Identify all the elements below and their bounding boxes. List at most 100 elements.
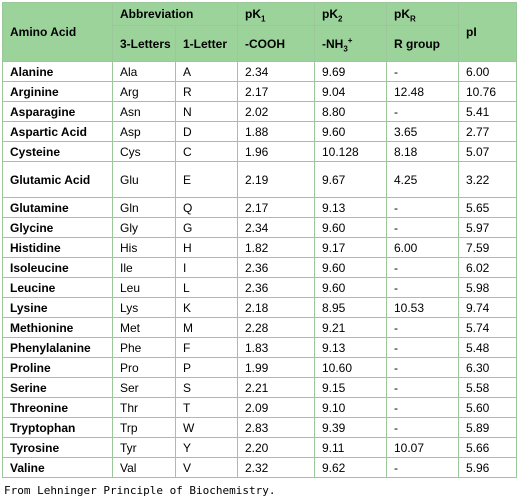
cell-one-letter: N: [175, 101, 238, 122]
cell-three-letter: Met: [112, 317, 176, 338]
cell-pkr: -: [386, 197, 459, 218]
cell-three-letter: Tyr: [112, 437, 176, 458]
cell-pk1: 1.82: [237, 237, 315, 258]
header-pi: pI: [458, 2, 517, 62]
cell-pk2: 9.21: [314, 317, 387, 338]
cell-pk2: 8.95: [314, 297, 387, 318]
cell-three-letter: Asp: [112, 121, 176, 142]
table-row: Tyrosine Tyr Y 2.20 9.11 10.07 5.66: [2, 437, 517, 458]
cell-pk1: 2.34: [237, 217, 315, 238]
cell-amino-acid-name: Valine: [2, 457, 113, 478]
cell-pk2: 9.39: [314, 417, 387, 438]
cell-pi: 5.58: [458, 377, 517, 398]
cell-pk2: 9.13: [314, 337, 387, 358]
cell-pi: 6.02: [458, 257, 517, 278]
cell-one-letter: L: [175, 277, 238, 298]
cell-pi: 5.96: [458, 457, 517, 478]
cell-three-letter: Ala: [112, 61, 176, 82]
cell-three-letter: Phe: [112, 337, 176, 358]
table-row: Asparagine Asn N 2.02 8.80-5.41: [2, 101, 517, 122]
cell-three-letter: Glu: [112, 161, 176, 198]
cell-pkr: -: [386, 257, 459, 278]
cell-three-letter: Asn: [112, 101, 176, 122]
cell-pk2: 9.60: [314, 277, 387, 298]
table-row: Histidine His H 1.82 9.17 6.00 7.59: [2, 237, 517, 258]
table-row: Valine Val V 2.32 9.62-5.96: [2, 457, 517, 478]
cell-pk2: 9.60: [314, 217, 387, 238]
cell-amino-acid-name: Threonine: [2, 397, 113, 418]
cell-three-letter: Pro: [112, 357, 176, 378]
table-row: Proline Pro P 1.99 10.60-6.30: [2, 357, 517, 378]
cell-pk1: 2.02: [237, 101, 315, 122]
table-row: Glutamine Gln Q 2.17 9.13-5.65: [2, 197, 517, 218]
cell-pi: 6.30: [458, 357, 517, 378]
cell-pk1: 2.09: [237, 397, 315, 418]
cell-pkr: -: [386, 61, 459, 82]
cell-pk2: 9.17: [314, 237, 387, 258]
header-row-2: 3-Letters 1-Letter -COOH -NH3+ R group: [3, 25, 517, 62]
table-row: Glycine Gly G 2.34 9.60-5.97: [2, 217, 517, 238]
cell-amino-acid-name: Tyrosine: [2, 437, 113, 458]
cell-pkr: -: [386, 337, 459, 358]
cell-three-letter: Ile: [112, 257, 176, 278]
cell-one-letter: A: [175, 61, 238, 82]
cell-pi: 3.22: [458, 161, 517, 198]
cell-pk1: 2.36: [237, 277, 315, 298]
cell-three-letter: Arg: [112, 81, 176, 102]
cell-one-letter: D: [175, 121, 238, 142]
cell-pkr: -: [386, 357, 459, 378]
cell-pi: 5.97: [458, 217, 517, 238]
cell-pk2: 8.80: [314, 101, 387, 122]
cell-three-letter: Gly: [112, 217, 176, 238]
cell-pk2: 9.60: [314, 121, 387, 142]
cell-pkr: -: [386, 457, 459, 478]
cell-pkr: -: [386, 317, 459, 338]
cell-one-letter: Y: [175, 437, 238, 458]
header-pk2: pK2: [314, 2, 387, 26]
cell-pi: 5.98: [458, 277, 517, 298]
cell-pk1: 2.20: [237, 437, 315, 458]
cell-amino-acid-name: Glutamine: [2, 197, 113, 218]
cell-pk1: 2.17: [237, 81, 315, 102]
cell-pk2: 10.128: [314, 141, 387, 162]
cell-amino-acid-name: Asparagine: [2, 101, 113, 122]
cell-amino-acid-name: Lysine: [2, 297, 113, 318]
cell-pk2: 10.60: [314, 357, 387, 378]
header-pk2-sub: 2: [338, 14, 343, 24]
cell-pkr: -: [386, 397, 459, 418]
cell-one-letter: F: [175, 337, 238, 358]
cell-one-letter: S: [175, 377, 238, 398]
cell-pkr: 3.65: [386, 121, 459, 142]
table-row: Cysteine Cys C 1.96 10.128 8.18 5.07: [2, 141, 517, 162]
cell-pkr: 10.07: [386, 437, 459, 458]
cell-three-letter: Thr: [112, 397, 176, 418]
cell-pk2: 9.67: [314, 161, 387, 198]
cell-pk1: 2.19: [237, 161, 315, 198]
header-pk2-text: pK: [322, 7, 338, 21]
cell-pk1: 2.18: [237, 297, 315, 318]
cell-pk1: 2.34: [237, 61, 315, 82]
cell-amino-acid-name: Cysteine: [2, 141, 113, 162]
cell-one-letter: E: [175, 161, 238, 198]
cell-pk2: 9.60: [314, 257, 387, 278]
cell-amino-acid-name: Leucine: [2, 277, 113, 298]
header-one-letter: 1-Letter: [175, 25, 238, 62]
table-row: Methionine Met M 2.28 9.21-5.74: [2, 317, 517, 338]
cell-pi: 5.48: [458, 337, 517, 358]
cell-pi: 5.65: [458, 197, 517, 218]
cell-amino-acid-name: Glutamic Acid: [2, 161, 113, 198]
cell-pk1: 1.88: [237, 121, 315, 142]
cell-pkr: 10.53: [386, 297, 459, 318]
cell-amino-acid-name: Histidine: [2, 237, 113, 258]
cell-three-letter: Ser: [112, 377, 176, 398]
cell-pk1: 2.36: [237, 257, 315, 278]
header-nh3-sub: 3: [343, 43, 348, 53]
cell-pi: 5.41: [458, 101, 517, 122]
header-three-letters: 3-Letters: [112, 25, 176, 62]
cell-amino-acid-name: Arginine: [2, 81, 113, 102]
cell-one-letter: W: [175, 417, 238, 438]
cell-one-letter: R: [175, 81, 238, 102]
cell-pk1: 2.83: [237, 417, 315, 438]
header-pkr-text: pK: [394, 7, 410, 21]
cell-pk2: 9.62: [314, 457, 387, 478]
